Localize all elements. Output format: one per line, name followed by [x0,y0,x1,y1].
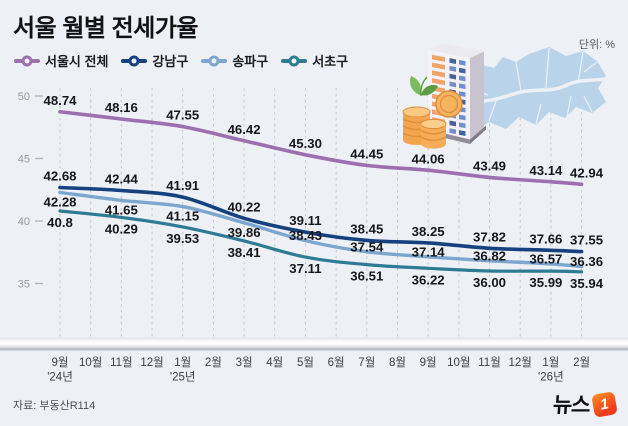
data-point-label: 36.82 [473,248,506,263]
data-point-label: 36.22 [412,272,445,287]
data-point-label: 37.66 [529,231,562,246]
x-axis-year-label: '26년 [538,371,564,384]
x-axis-month-label: 10월 [79,356,102,369]
series-line-강남구 [58,185,584,254]
data-point-label: 46.42 [228,122,261,137]
data-point-label: 41.15 [166,209,199,224]
x-axis-month-label: 3월 [236,356,253,369]
point-labels: 48.74 48.16 47.55 46.42 45.30 44.45 44.06 43.49… [43,93,603,291]
series-lines [58,109,584,274]
x-axis-month-label: 12월 [509,356,532,369]
data-point-label: 48.16 [105,100,138,115]
legend-line-marker-icon [121,54,148,67]
gridlines [59,88,583,340]
x-axis-month-label: 10월 [447,356,470,369]
data-point-label: 42.68 [43,169,76,184]
legend-line-marker-icon [14,54,40,67]
x-axis-year-label: '25년 [170,371,196,384]
data-point-label: 36.36 [570,254,603,269]
y-axis-tick-label: 50 [18,91,30,103]
series-line-송파구 [58,190,584,269]
data-point-label: 45.30 [289,136,322,151]
axes: 50 45 40 35 9월 '24년 10월 11월 12월 1월 '25년 2월 3월 4월 5월 6월 7… [0,91,628,384]
x-axis-month-label: 6월 [328,356,345,369]
x-axis-month-label: 4월 [266,356,283,369]
x-axis-month-label: 11월 [478,356,501,369]
x-axis-month-label: 1월 [542,356,559,369]
data-point-label: 40.22 [228,199,261,214]
data-point-label: 39.53 [166,231,199,246]
x-axis-month-label: 2월 [573,356,590,369]
legend-label: 서울시 전체 [45,54,109,69]
data-point-label: 42.94 [570,165,604,180]
data-point-label: 43.49 [473,158,506,173]
legend-line-marker-icon [201,54,228,67]
x-axis-year-label: '24년 [47,371,73,384]
legend-item-강남구: 강남구 [121,51,188,70]
data-point-label: 37.54 [350,239,384,254]
data-point-label: 42.28 [43,195,76,210]
data-point-label: 41.91 [166,178,199,193]
data-point-label: 38.45 [350,221,383,236]
data-point-label: 35.94 [570,276,604,291]
x-axis-month-label: 9월 [52,356,69,369]
data-point-label: 48.74 [43,93,77,108]
legend-item-서울시 전체: 서울시 전체 [14,51,108,70]
x-axis-month-label: 11월 [110,356,133,369]
data-point-label: 42.44 [105,172,139,187]
legend-label: 서초구 [312,54,349,69]
coins-icon [402,76,463,149]
data-point-label: 37.82 [473,229,506,244]
data-point-label: 41.65 [105,202,138,217]
news1-logo: 뉴스 1 [552,389,618,419]
data-point-label: 40.29 [105,221,138,236]
x-axis-month-label: 2월 [205,356,222,369]
x-axis-month-label: 1월 [174,356,191,369]
x-axis-month-label: 8월 [389,356,406,369]
data-point-label: 36.51 [350,269,383,284]
data-point-label: 38.43 [289,228,322,243]
news1-logo-badge-icon: 1 [591,390,618,418]
data-point-label: 38.41 [228,245,261,260]
legend: 서울시 전체 강남구 송파구 서초구 [14,51,348,70]
data-point-label: 44.06 [412,151,445,166]
x-axis-month-label: 9월 [420,356,437,369]
series-line-서초구 [58,209,584,274]
source-label: 자료: 부동산R114 [13,400,96,412]
data-point-label: 36.57 [529,251,562,266]
data-point-label: 39.86 [228,225,261,240]
news1-logo-text: 뉴스 [552,394,591,417]
data-point-label: 38.25 [412,224,445,239]
data-point-label: 37.14 [412,244,446,259]
data-point-label: 47.55 [166,108,199,123]
data-point-label: 43.14 [529,163,563,178]
data-point-label: 37.11 [289,261,321,276]
unit-label: 단위: % [578,39,615,51]
data-point-label: 40.8 [47,215,73,230]
legend-item-송파구: 송파구 [201,51,268,70]
data-point-label: 37.55 [570,233,603,248]
x-axis-month-label: 7월 [358,356,375,369]
data-point-label: 39.11 [289,213,321,228]
y-axis-tick-label: 45 [18,154,30,166]
x-axis-month-label: 12월 [140,356,163,369]
y-axis-tick-label: 40 [18,216,30,228]
y-axis-tick-label: 35 [18,279,30,291]
x-axis-bar [0,337,628,349]
series-line-서울시 전체 [58,109,584,187]
x-axis-bar-shadow [0,348,628,351]
x-axis-month-label: 5월 [297,356,314,369]
legend-label: 강남구 [152,54,189,69]
data-point-label: 35.99 [529,275,562,290]
legend-item-서초구: 서초구 [281,51,348,70]
legend-label: 송파구 [232,54,269,69]
legend-line-marker-icon [281,54,308,67]
page-title: 서울 월별 전세가율 [13,15,198,42]
data-point-label: 36.00 [473,275,506,290]
data-point-label: 44.45 [350,146,383,161]
